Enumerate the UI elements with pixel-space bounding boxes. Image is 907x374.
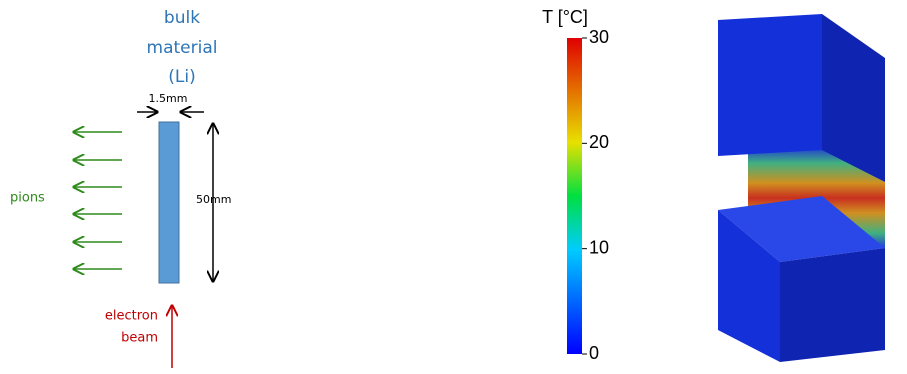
colorbar-tick-label: 30 xyxy=(589,27,609,47)
figure: bulk material (Li) 1.5mm 50mm pions elec… xyxy=(0,0,907,374)
beam-label: electron xyxy=(105,309,158,324)
pions-label: pions xyxy=(10,191,45,206)
upper-block-front xyxy=(718,14,822,156)
height-label: 50mm xyxy=(196,193,231,206)
colorbar-title: T [°C] xyxy=(542,7,588,27)
colorbar-tick-label: 10 xyxy=(589,237,609,257)
width-label: 1.5mm xyxy=(149,92,188,105)
target-label: material xyxy=(147,38,218,58)
colorbar-scale xyxy=(567,38,582,354)
colorbar-tick-label: 0 xyxy=(589,343,599,363)
pion-arrows xyxy=(74,132,122,269)
thermal-render xyxy=(718,14,885,362)
target-label: (Li) xyxy=(168,67,195,87)
colorbar: T [°C] 0 10 20 30 xyxy=(542,7,609,363)
lower-block-side xyxy=(780,248,885,362)
setup-diagram: bulk material (Li) 1.5mm 50mm pions elec… xyxy=(10,8,231,368)
beam-label: beam xyxy=(121,331,158,346)
target xyxy=(159,122,179,283)
target-label: bulk xyxy=(164,8,200,28)
colorbar-tick-label: 20 xyxy=(589,132,609,152)
